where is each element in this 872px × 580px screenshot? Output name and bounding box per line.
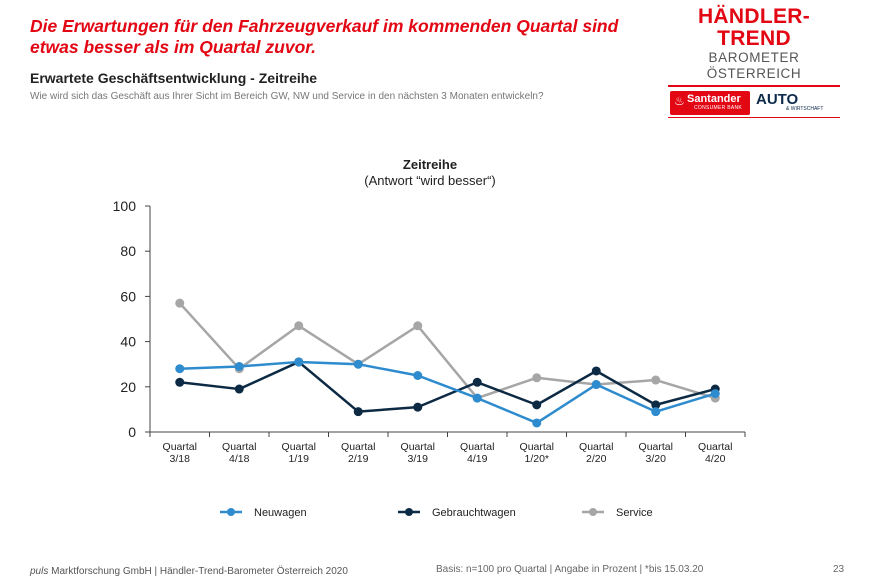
series-line-neuwagen [179,360,716,425]
brand-divider [668,85,840,87]
x-tick-label: 4/19 [467,453,488,465]
headline: Die Erwartungen für den Fahrzeugverkauf … [30,16,619,57]
x-tick-label: Quartal [698,441,732,453]
x-tick-label: 3/20 [646,453,667,465]
partner-logos: ♨ Santander CONSUMER BANK AUTO & WIRTSCH… [668,91,840,117]
data-point-gebrauchtwagen [472,377,482,387]
data-point-neuwagen [710,389,720,399]
data-point-neuwagen [234,361,244,371]
chart-subtitle: (Antwort “wird besser“) [364,173,496,188]
footer-source: puls Marktforschung GmbH | Händler-Trend… [30,566,348,577]
legend-label-service: Service [616,507,653,519]
footer-company-italic: puls [30,566,49,577]
x-tick-label: Quartal [341,441,375,453]
santander-name: Santander [687,93,741,105]
data-point-gebrauchtwagen [234,384,244,394]
footer-company-rest: Marktforschung GmbH | Händler-Trend-Baro… [48,566,348,577]
brand-divider-bottom [668,117,840,118]
data-point-service [532,373,542,383]
data-point-gebrauchtwagen [651,400,661,410]
x-tick-label: Quartal [579,441,613,453]
flame-icon: ♨ [674,94,685,108]
data-point-neuwagen [413,371,423,380]
data-point-service [175,298,185,308]
legend-marker-neuwagen [227,508,235,516]
x-tick-label: 3/19 [408,453,429,465]
x-tick-label: Quartal [460,441,494,453]
data-point-gebrauchtwagen [353,407,363,417]
data-point-gebrauchtwagen [532,400,542,410]
legend-marker-gebrauchtwagen [405,508,413,516]
santander-logo: ♨ Santander CONSUMER BANK [670,91,750,115]
data-point-service [651,375,661,385]
x-tick-label: Quartal [639,441,673,453]
x-tick-label: 1/19 [289,453,310,465]
x-tick-label: 2/20 [586,453,607,465]
x-tick-label: Quartal [222,441,256,453]
x-tick-label: Quartal [282,441,316,453]
data-point-service [413,321,423,331]
auto-logo-sub: & WIRTSCHAFT [786,106,824,112]
auto-logo: AUTO [756,91,799,108]
x-tick-label: 3/18 [170,453,191,465]
page-number: 23 [833,564,845,575]
x-tick-label: Quartal [520,441,554,453]
data-point-neuwagen [591,380,601,390]
data-point-gebrauchtwagen [591,366,601,376]
data-point-neuwagen [472,393,482,403]
y-tick-label: 20 [120,379,136,395]
santander-tag: CONSUMER BANK [694,105,743,111]
chart-title: Zeitreihe [402,157,458,172]
series-line-service [178,302,716,400]
x-tick-label: 2/19 [348,453,369,465]
brand-title: HÄNDLER-TREND [697,5,811,50]
data-point-neuwagen [532,418,542,428]
series-line-gebrauchtwagen [179,360,716,413]
brand-subtitle: BAROMETER ÖSTERREICH [706,50,802,81]
data-point-service [294,321,304,331]
y-tick-label: 100 [113,198,137,214]
footer-basis: Basis: n=100 pro Quartal | Angabe in Pro… [436,564,704,575]
x-tick-label: Quartal [401,441,435,453]
x-tick-label: Quartal [163,441,197,453]
data-point-neuwagen [294,357,304,367]
line-chart: 020406080100Quartal3/18Quartal4/18Quarta… [113,198,746,519]
data-point-gebrauchtwagen [413,402,423,412]
data-point-neuwagen [353,359,363,369]
y-tick-label: 40 [120,334,136,350]
y-tick-label: 80 [120,243,136,259]
y-tick-label: 0 [128,424,136,440]
x-tick-label: 1/20* [524,453,549,465]
brand-logo-block: HÄNDLER-TREND BAROMETER ÖSTERREICH ♨ San… [668,6,840,118]
data-point-neuwagen [651,407,661,417]
x-tick-label: 4/18 [229,453,250,465]
data-point-gebrauchtwagen [175,377,185,387]
section-question: Wie wird sich das Geschäft aus Ihrer Sic… [30,91,544,102]
data-point-neuwagen [175,364,185,374]
x-tick-label: 4/20 [705,453,726,465]
legend-marker-service [589,508,597,516]
y-tick-label: 60 [120,288,136,304]
legend-label-gebrauchtwagen: Gebrauchtwagen [432,507,516,519]
legend-label-neuwagen: Neuwagen [254,507,307,519]
section-title: Erwartete Geschäftsentwicklung - Zeitrei… [30,70,318,86]
